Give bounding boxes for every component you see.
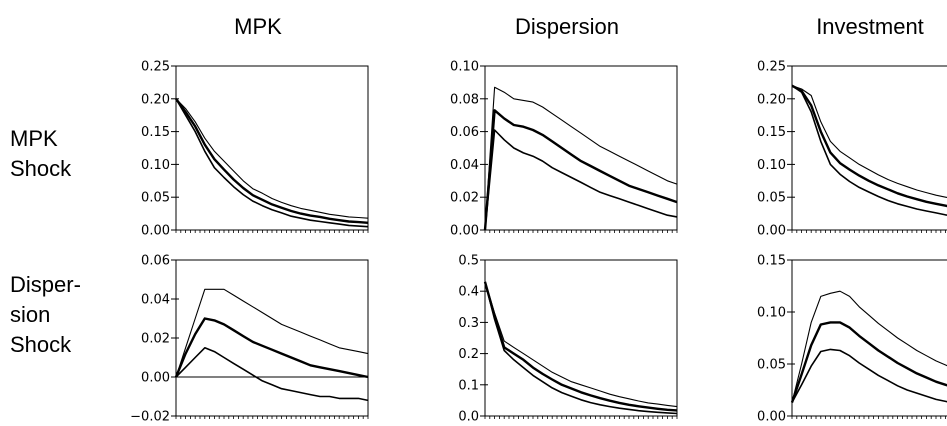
y-tick-label: 0.00: [757, 224, 786, 239]
row-label-line: Shock: [10, 156, 72, 181]
y-tick-label: 0.10: [757, 158, 786, 173]
irf-series-line: [483, 109, 678, 231]
y-tick-label: 0.3: [458, 316, 479, 331]
y-tick-label: 0.10: [141, 158, 170, 173]
panel-frame: [791, 65, 947, 231]
column-title-mpk: MPK: [234, 14, 282, 39]
irf-series-line: [484, 129, 678, 231]
y-tick-label: 0.15: [141, 125, 170, 140]
irf-series-line: [791, 84, 947, 208]
irf-series-line: [175, 98, 369, 219]
irf-series-line: [790, 321, 947, 403]
irf-series-line: [791, 290, 947, 403]
panels: 0.00 0.05 0.10 0.15 0.20 0.25 0.00 0.02 0.04 0.06…: [130, 60, 947, 425]
irf-series-line: [174, 317, 369, 379]
y-tick-label: 0.02: [141, 332, 170, 347]
y-tick-label: 0.0: [458, 410, 479, 425]
y-tick-label: 0.02: [450, 191, 479, 206]
irf-series-line: [791, 85, 947, 199]
row-label-mpk-shock: MPK Shock: [10, 126, 72, 181]
y-tick-label: −0.02: [130, 410, 170, 425]
irf-series-line: [791, 348, 947, 403]
y-tick-label: 0.04: [450, 158, 479, 173]
column-title-investment: Investment: [816, 14, 924, 39]
y-tick-label: 0.06: [450, 125, 479, 140]
y-tick-label: 0.00: [450, 224, 479, 239]
y-tick-label: 0.1: [458, 378, 479, 393]
y-tick-label: 0.25: [141, 60, 170, 75]
y-tick-label: 0.05: [757, 191, 786, 206]
y-tick-label: 0.00: [141, 371, 170, 386]
y-tick-label: 0.05: [757, 358, 786, 373]
row-label-dispersion-shock: Disper- sion Shock: [10, 272, 81, 357]
irf-series-line: [484, 281, 678, 408]
irf-panel: 0.00 0.05 0.10 0.15 0.20 0.25: [141, 60, 369, 239]
y-tick-label: 0.00: [141, 224, 170, 239]
row-label-line: MPK: [10, 126, 58, 151]
y-tick-label: 0.4: [458, 285, 479, 300]
y-tick-label: 0.15: [757, 254, 786, 269]
y-tick-label: 0.15: [757, 125, 786, 140]
irf-series-line: [175, 98, 369, 228]
panel-frame: [175, 259, 369, 417]
irf-series-line: [175, 346, 369, 402]
y-tick-label: 0.00: [757, 410, 786, 425]
column-title-dispersion: Dispersion: [515, 14, 619, 39]
y-tick-label: 0.5: [458, 254, 479, 269]
y-tick-label: 0.25: [757, 60, 786, 75]
irf-panel: −0.02 0.00 0.02 0.04 0.06: [130, 254, 369, 425]
y-tick-label: 0.20: [141, 92, 170, 107]
irf-panel: 0.00 0.05 0.10 0.15 0.20 0.25: [757, 60, 947, 239]
y-tick-label: 0.10: [450, 60, 479, 75]
irf-series-line: [484, 86, 678, 231]
irf-series-line: [175, 98, 369, 224]
y-tick-label: 0.10: [757, 306, 786, 321]
row-label-line: Shock: [10, 332, 72, 357]
row-label-line: sion: [10, 302, 50, 327]
y-tick-label: 0.2: [458, 347, 479, 362]
irf-panel: 0.00 0.02 0.04 0.06 0.08 0.10: [450, 60, 678, 239]
y-tick-label: 0.05: [141, 191, 170, 206]
irf-series-line: [175, 288, 369, 378]
row-label-line: Disper-: [10, 272, 81, 297]
irf-panel: 0.00 0.05 0.10 0.15: [757, 254, 947, 425]
y-tick-label: 0.08: [450, 92, 479, 107]
y-tick-label: 0.20: [757, 92, 786, 107]
irf-series-line: [483, 281, 678, 412]
y-tick-label: 0.06: [141, 254, 170, 269]
y-tick-label: 0.04: [141, 293, 170, 308]
irf-series-line: [484, 281, 678, 415]
irf-series-line: [791, 85, 947, 216]
irf-panel: 0.0 0.1 0.2 0.3 0.4 0.5: [458, 254, 678, 425]
